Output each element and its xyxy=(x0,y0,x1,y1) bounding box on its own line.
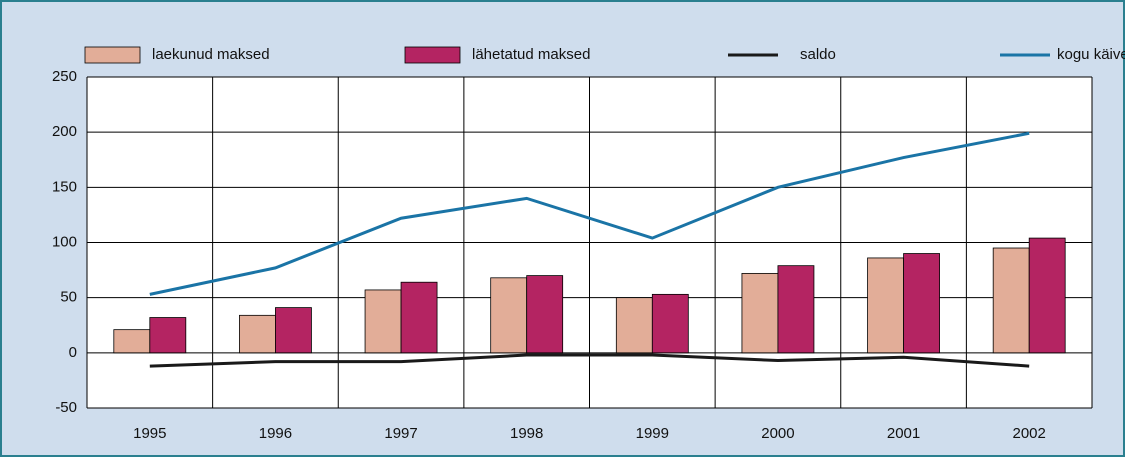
legend-swatch xyxy=(84,46,141,64)
bar xyxy=(777,265,815,354)
line-series xyxy=(149,353,1030,368)
x-tick-label: 1997 xyxy=(384,425,417,442)
bar xyxy=(113,329,151,354)
bar xyxy=(867,257,904,354)
y-tick-label: 0 xyxy=(69,344,77,361)
bar xyxy=(651,293,689,354)
y-tick-label: 250 xyxy=(52,68,77,85)
x-tick-label: 2001 xyxy=(887,425,920,442)
bar xyxy=(490,277,528,354)
bar xyxy=(992,247,1030,354)
bar xyxy=(903,253,940,354)
bar xyxy=(364,289,402,354)
bar xyxy=(615,297,653,354)
bar xyxy=(526,275,564,354)
bar xyxy=(239,314,276,354)
bar xyxy=(1028,237,1066,354)
legend-label: laekunud maksed xyxy=(152,46,270,63)
legend-label: lähetatud maksed xyxy=(472,46,590,63)
y-tick-label: 100 xyxy=(52,233,77,250)
x-tick-label: 1999 xyxy=(636,425,669,442)
x-tick-label: 1995 xyxy=(133,425,166,442)
legend-label: kogu käive xyxy=(1057,46,1125,63)
y-tick-label: 50 xyxy=(60,289,77,306)
y-tick-label: 200 xyxy=(52,123,77,140)
bar xyxy=(275,307,312,354)
legend-swatch xyxy=(404,46,461,64)
x-tick-label: 1998 xyxy=(510,425,543,442)
y-tick-label: 150 xyxy=(52,178,77,195)
x-tick-label: 2000 xyxy=(761,425,794,442)
x-tick-label: 1996 xyxy=(259,425,292,442)
y-tick-label: -50 xyxy=(55,399,77,416)
bar xyxy=(149,317,187,354)
line-series xyxy=(149,131,1030,296)
bar xyxy=(741,272,779,354)
bar xyxy=(400,281,438,354)
legend-label: saldo xyxy=(800,46,836,63)
x-tick-label: 2002 xyxy=(1013,425,1046,442)
